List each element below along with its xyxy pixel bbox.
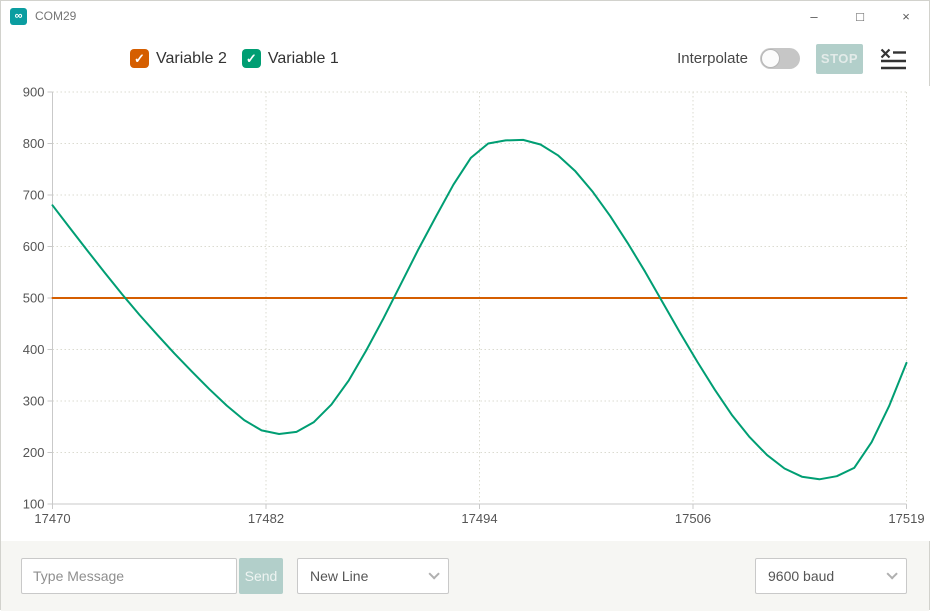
x-tick-label: 17506	[675, 511, 711, 526]
arduino-app-icon: ∞	[10, 7, 27, 25]
y-tick-label: 600	[23, 239, 45, 254]
series-line-variable-1	[51, 138, 908, 481]
interpolate-toggle[interactable]	[760, 48, 800, 69]
chevron-down-icon	[886, 568, 898, 580]
y-tick-label: 800	[23, 136, 45, 151]
x-tick-label: 17470	[34, 511, 70, 526]
interpolate-label: Interpolate	[677, 50, 748, 67]
y-tick-label: 500	[23, 291, 45, 306]
line-ending-select[interactable]: New Line	[297, 558, 449, 594]
toolbar-right-group: Interpolate STOP	[677, 43, 907, 74]
message-input[interactable]	[21, 558, 237, 594]
y-tick-label: 700	[23, 188, 45, 203]
y-tick-label: 200	[23, 445, 45, 460]
bottom-bar: Send New Line 9600 baud	[1, 541, 929, 611]
stop-button[interactable]: STOP	[816, 43, 863, 74]
y-tick-label: 400	[23, 342, 45, 357]
chart-area: 100 200 300 400 500 600 700 800 900 17470 17482 174…	[1, 85, 930, 541]
x-tick-label: 17494	[461, 511, 497, 526]
baud-rate-select[interactable]: 9600 baud	[755, 558, 907, 594]
close-button[interactable]: ×	[883, 1, 929, 31]
variable-2-checkbox[interactable]: ✓	[130, 49, 149, 68]
line-chart: 100 200 300 400 500 600 700 800 900 17470 17482 174…	[23, 85, 925, 527]
plotter-toolbar: ✓ Variable 2 ✓ Variable 1 Interpolate ST…	[1, 31, 929, 86]
x-tick-label: 17482	[248, 511, 284, 526]
variable-2-label: Variable 2	[156, 49, 227, 67]
maximize-button[interactable]: □	[837, 1, 883, 31]
minimize-icon: –	[810, 8, 818, 24]
titlebar: ∞ COM29 – □ ×	[1, 1, 929, 31]
baud-rate-value: 9600 baud	[768, 568, 835, 584]
infinity-glyph: ∞	[14, 9, 23, 22]
toggle-knob	[761, 49, 780, 68]
send-button[interactable]: Send	[239, 558, 283, 594]
chevron-down-icon	[428, 568, 440, 580]
window-controls: – □ ×	[791, 1, 929, 31]
close-icon: ×	[902, 8, 910, 24]
legend-item-variable-2: ✓ Variable 2	[130, 49, 227, 68]
line-ending-value: New Line	[310, 568, 369, 584]
variable-1-label: Variable 1	[267, 49, 339, 67]
series-legend: ✓ Variable 2 ✓ Variable 1	[130, 49, 339, 68]
clear-output-button[interactable]	[880, 48, 907, 70]
y-tick-label: 900	[23, 86, 45, 100]
maximize-icon: □	[856, 8, 864, 24]
window-title: COM29	[35, 9, 77, 23]
legend-item-variable-1: ✓ Variable 1	[241, 49, 339, 68]
y-tick-label: 100	[23, 497, 45, 512]
y-tick-label: 300	[23, 394, 45, 409]
x-tick-label: 17519	[888, 511, 924, 526]
minimize-button[interactable]: –	[791, 1, 837, 31]
variable-1-checkbox[interactable]: ✓	[241, 49, 261, 68]
clear-output-icon	[880, 48, 906, 69]
